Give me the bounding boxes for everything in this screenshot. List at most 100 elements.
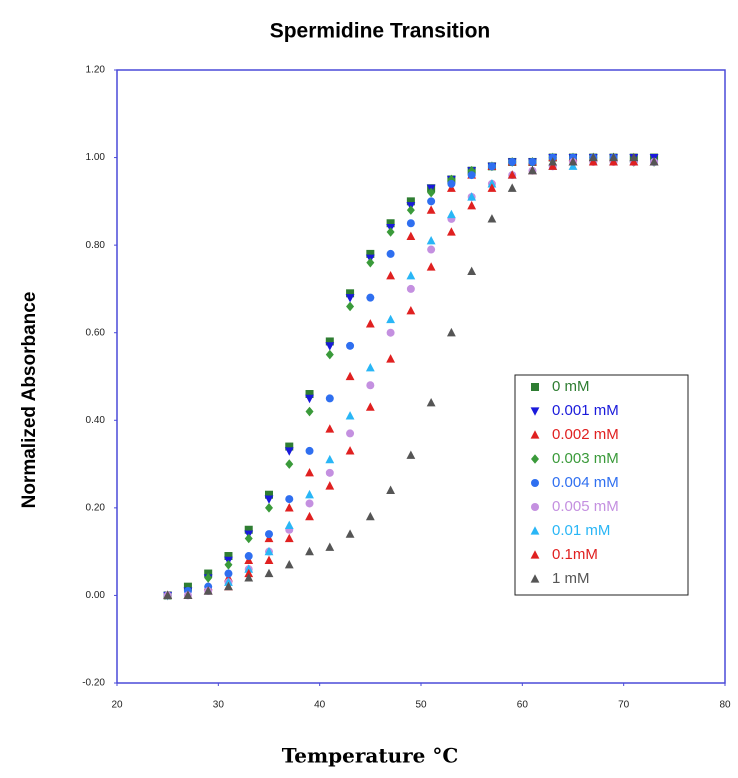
- y-tick-label: 0.20: [86, 502, 106, 513]
- data-point: [386, 270, 395, 280]
- data-point: [406, 284, 415, 293]
- data-point: [386, 485, 395, 494]
- data-point: [284, 533, 294, 543]
- data-point: [325, 349, 334, 360]
- data-point: [224, 581, 233, 591]
- data-point: [568, 161, 578, 170]
- data-point: [365, 511, 375, 521]
- data-point: [386, 249, 395, 258]
- legend-marker: [530, 574, 540, 583]
- x-tick-label: 80: [719, 700, 731, 711]
- data-point: [346, 341, 355, 350]
- data-point: [467, 200, 477, 210]
- data-point: [325, 542, 335, 551]
- data-point: [346, 289, 355, 298]
- data-point: [365, 362, 375, 372]
- legend-marker: [530, 430, 540, 439]
- data-point: [203, 586, 213, 595]
- data-point: [528, 157, 537, 166]
- data-point: [467, 266, 477, 276]
- data-point: [224, 569, 233, 578]
- data-point: [487, 162, 496, 171]
- data-point: [386, 328, 395, 337]
- x-tick-label: 20: [111, 700, 123, 711]
- y-tick-label: 0.40: [86, 415, 106, 426]
- data-point: [427, 245, 436, 254]
- y-tick-label: 0.80: [86, 240, 106, 251]
- data-point: [305, 546, 314, 556]
- legend-marker: [530, 526, 540, 535]
- data-point: [244, 568, 254, 578]
- data-point: [345, 411, 355, 420]
- data-point: [325, 424, 335, 433]
- x-tick-label: 60: [517, 700, 529, 711]
- legend-label: 0.002 mM: [552, 426, 619, 443]
- data-point: [386, 354, 395, 363]
- data-point: [366, 293, 375, 302]
- data-point: [325, 337, 334, 346]
- data-point: [406, 270, 416, 280]
- x-tick-label: 40: [314, 700, 326, 711]
- data-point: [264, 555, 274, 564]
- data-point: [588, 157, 598, 166]
- y-axis-label: Normalized Absorbance: [19, 292, 40, 509]
- data-point: [244, 552, 253, 561]
- legend-label: 0.005 mM: [552, 498, 619, 515]
- data-point: [264, 546, 274, 556]
- legend-marker: [531, 503, 539, 511]
- data-point: [345, 371, 355, 381]
- data-point: [426, 397, 436, 407]
- data-point: [265, 503, 273, 513]
- legend-label: 0.01 mM: [552, 522, 610, 539]
- legend-label: 1 mM: [552, 570, 590, 587]
- x-tick-label: 70: [618, 700, 630, 711]
- data-point: [406, 219, 415, 228]
- data-point: [507, 170, 517, 179]
- data-point: [325, 481, 335, 490]
- data-point: [427, 187, 436, 198]
- data-point: [487, 183, 497, 192]
- data-point: [467, 192, 477, 201]
- legend-marker: [530, 407, 540, 416]
- legend-marker: [531, 454, 539, 464]
- data-point: [346, 429, 355, 438]
- data-point: [204, 573, 213, 583]
- data-point: [183, 590, 193, 600]
- data-point: [447, 227, 456, 236]
- data-point: [406, 450, 416, 459]
- data-point: [264, 495, 274, 504]
- data-point: [325, 454, 335, 464]
- y-tick-label: -0.20: [82, 678, 105, 689]
- data-point: [345, 446, 355, 455]
- data-point: [365, 402, 375, 411]
- data-point: [244, 533, 253, 544]
- data-point: [345, 529, 355, 538]
- data-point: [609, 152, 618, 162]
- data-point: [487, 214, 497, 223]
- data-point: [265, 530, 273, 539]
- y-tick-label: 0.60: [86, 327, 106, 338]
- legend-box: [514, 374, 689, 596]
- data-point: [305, 446, 314, 455]
- data-point: [649, 157, 659, 166]
- x-axis-label: Temperature °C: [282, 744, 459, 768]
- data-point: [305, 390, 314, 399]
- legend-marker: [530, 550, 540, 559]
- data-point: [467, 165, 476, 176]
- data-point: [609, 157, 618, 166]
- data-point: [447, 179, 456, 188]
- data-point: [345, 294, 355, 303]
- data-point: [568, 157, 578, 166]
- data-point: [224, 559, 233, 570]
- data-point: [284, 520, 294, 529]
- data-point: [284, 447, 294, 456]
- data-point: [224, 552, 233, 561]
- data-point: [426, 205, 436, 214]
- data-point: [325, 394, 334, 403]
- x-tick-label: 30: [213, 700, 225, 711]
- data-point: [264, 568, 274, 578]
- data-point: [426, 235, 436, 245]
- x-tick-label: 50: [415, 700, 427, 711]
- data-point: [629, 152, 639, 162]
- data-point: [284, 503, 294, 512]
